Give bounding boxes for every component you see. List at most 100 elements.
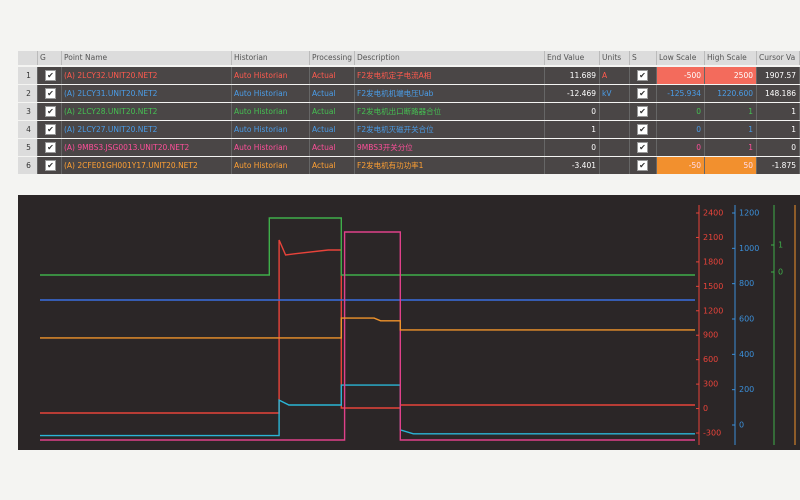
cell: 3 bbox=[18, 103, 38, 120]
checkbox[interactable]: ✔ bbox=[45, 124, 56, 135]
axis-tick-label: -300 bbox=[703, 429, 721, 438]
trend-line bbox=[40, 317, 695, 339]
point-name[interactable]: (A) 2LCY31.UNIT20.NET2 bbox=[62, 85, 232, 102]
cell: Auto Historian bbox=[232, 67, 310, 84]
cell bbox=[600, 103, 630, 120]
checkbox[interactable]: ✔ bbox=[637, 142, 648, 153]
cell: A bbox=[600, 67, 630, 84]
checkbox[interactable]: ✔ bbox=[45, 160, 56, 171]
checkbox[interactable]: ✔ bbox=[45, 142, 56, 153]
cell: 1 bbox=[705, 103, 757, 120]
cell: 148.186 bbox=[757, 85, 800, 102]
axis-tick-label: 600 bbox=[739, 315, 754, 324]
cell: Actual bbox=[310, 67, 355, 84]
cell: kV bbox=[600, 85, 630, 102]
axis-tick-label: 2400 bbox=[703, 209, 723, 218]
checkbox[interactable]: ✔ bbox=[45, 106, 56, 117]
header-cell bbox=[18, 51, 38, 65]
trend-line bbox=[40, 217, 695, 276]
cell: 1 bbox=[757, 103, 800, 120]
cell: Actual bbox=[310, 103, 355, 120]
checkbox[interactable]: ✔ bbox=[637, 106, 648, 117]
point-table: G Point Name Historian Processing Descriptio… bbox=[0, 0, 800, 190]
header-cell: Description bbox=[355, 51, 545, 65]
axis-tick-label: 0 bbox=[778, 268, 783, 277]
cell: Auto Historian bbox=[232, 103, 310, 120]
axis-tick-label: 900 bbox=[703, 331, 718, 340]
cell: 1907.57 bbox=[757, 67, 800, 84]
axis-tick-label: 2100 bbox=[703, 233, 723, 242]
checkbox[interactable]: ✔ bbox=[637, 124, 648, 135]
cell: 11.689 bbox=[545, 67, 600, 84]
cell: 1 bbox=[705, 121, 757, 138]
cell: 0 bbox=[657, 103, 705, 120]
cell: 2500 bbox=[705, 67, 757, 84]
checkbox[interactable]: ✔ bbox=[637, 70, 648, 81]
header-cell: Processing bbox=[310, 51, 355, 65]
header-cell: Historian bbox=[232, 51, 310, 65]
cell: 1 bbox=[757, 121, 800, 138]
checkbox[interactable]: ✔ bbox=[45, 88, 56, 99]
cell: 0 bbox=[545, 103, 600, 120]
cell: F2发电机机端电压Uab bbox=[355, 85, 545, 102]
point-name[interactable]: (A) 2LCY27.UNIT20.NET2 bbox=[62, 121, 232, 138]
axis-tick-label: 0 bbox=[703, 404, 708, 413]
cell: Auto Historian bbox=[232, 85, 310, 102]
cell: -50 bbox=[657, 157, 705, 174]
cell: 6 bbox=[18, 157, 38, 174]
axis-tick-label: 1200 bbox=[703, 306, 723, 315]
cell bbox=[600, 139, 630, 156]
axis-tick-label: 1200 bbox=[739, 209, 759, 218]
axis-tick-label: 1 bbox=[778, 241, 783, 250]
cell: 0 bbox=[657, 121, 705, 138]
header-cell: S bbox=[630, 51, 657, 65]
axis-tick-label: 200 bbox=[739, 385, 754, 394]
cell: 0 bbox=[657, 139, 705, 156]
checkbox[interactable]: ✔ bbox=[637, 160, 648, 171]
cell: 4 bbox=[18, 121, 38, 138]
cell: -500 bbox=[657, 67, 705, 84]
cell: F2发电机出口断路器合位 bbox=[355, 103, 545, 120]
cell: 5 bbox=[18, 139, 38, 156]
header-cell: Units bbox=[600, 51, 630, 65]
cell bbox=[600, 121, 630, 138]
chart-background bbox=[18, 195, 800, 450]
cell: F2发电机灭磁开关合位 bbox=[355, 121, 545, 138]
cell: F2发电机有功功率1 bbox=[355, 157, 545, 174]
axis-tick-label: 1000 bbox=[739, 244, 759, 253]
cell: -3.401 bbox=[545, 157, 600, 174]
cell: 50 bbox=[705, 157, 757, 174]
axis-tick-label: 800 bbox=[739, 279, 754, 288]
cell: -12.469 bbox=[545, 85, 600, 102]
cell bbox=[600, 157, 630, 174]
trend-line bbox=[40, 231, 695, 441]
cell: F2发电机定子电流A相 bbox=[355, 67, 545, 84]
point-name[interactable]: (A) 2CFE01GH001Y17.UNIT20.NET2 bbox=[62, 157, 232, 174]
axis-tick-label: 600 bbox=[703, 355, 718, 364]
header-cell: Cursor Va bbox=[757, 51, 800, 65]
cell: Actual bbox=[310, 85, 355, 102]
checkbox[interactable]: ✔ bbox=[45, 70, 56, 81]
point-name[interactable]: (A) 2LCY32.UNIT20.NET2 bbox=[62, 67, 232, 84]
cell: Auto Historian bbox=[232, 139, 310, 156]
trend-line bbox=[40, 384, 695, 437]
axis-tick-label: 0 bbox=[739, 421, 744, 430]
axis-tick-label: 1800 bbox=[703, 257, 723, 266]
cell: -1.875 bbox=[757, 157, 800, 174]
trend-line bbox=[40, 239, 695, 414]
cell: Actual bbox=[310, 121, 355, 138]
cell: 9MBS3开关分位 bbox=[355, 139, 545, 156]
cell: Actual bbox=[310, 139, 355, 156]
point-name[interactable]: (A) 9MBS3.JSG0013.UNIT20.NET2 bbox=[62, 139, 232, 156]
header-cell: G bbox=[38, 51, 62, 65]
cell: -125.934 bbox=[657, 85, 705, 102]
point-name[interactable]: (A) 2LCY28.UNIT20.NET2 bbox=[62, 103, 232, 120]
checkbox[interactable]: ✔ bbox=[637, 88, 648, 99]
cell: Auto Historian bbox=[232, 157, 310, 174]
header-cell: High Scale bbox=[705, 51, 757, 65]
cell: Actual bbox=[310, 157, 355, 174]
cell: 1220.600 bbox=[705, 85, 757, 102]
cell: 1 bbox=[705, 139, 757, 156]
header-cell: End Value bbox=[545, 51, 600, 65]
